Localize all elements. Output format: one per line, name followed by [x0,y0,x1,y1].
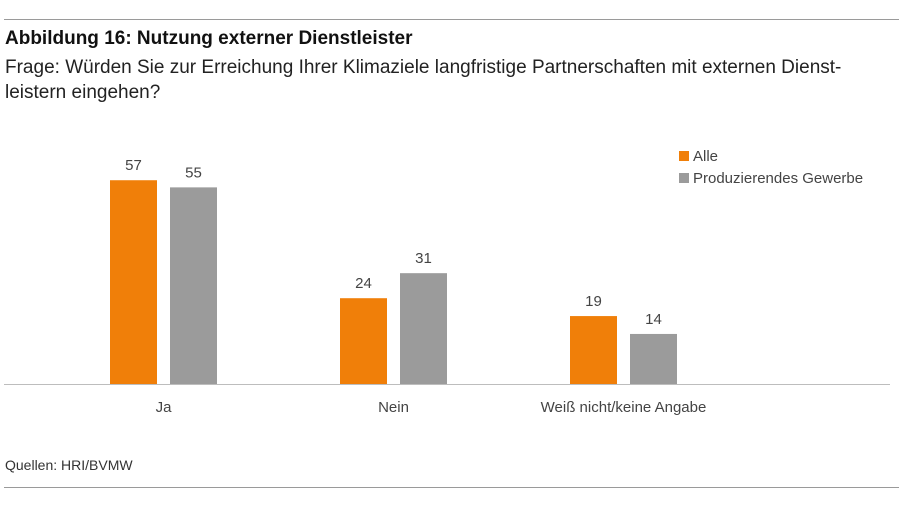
category-label: Ja [156,399,173,416]
data-label: 19 [585,293,602,310]
bar-alle-1 [340,298,387,384]
legend-item-alle: Alle [679,145,863,167]
top-rule [4,19,899,20]
legend-label-gewerbe: Produzierendes Gewerbe [693,169,864,187]
category-label: Nein [378,399,409,416]
bar-chart: 57 55 Ja 24 31 Nein 19 14 Weiß nicht/keine Angab… [4,157,890,416]
legend-swatch-gewerbe [679,173,689,183]
legend: Alle Produzierendes Gewerbe [679,145,863,189]
category-label: Weiß nicht/keine Angabe [541,399,707,416]
bar-alle-0 [110,180,157,384]
data-label: 31 [415,250,432,267]
bar-gewerbe-1 [400,273,447,384]
data-label: 57 [125,157,142,174]
legend-swatch-alle [679,151,689,161]
chart-subtitle: Frage: Würden Sie zur Erreichung Ihrer K… [5,57,842,103]
source-note: Quellen: HRI/BVMW [5,457,133,473]
legend-item-gewerbe: Produzierendes Gewerbe [679,167,863,189]
legend-label-alle: Alle [693,147,719,165]
data-label: 14 [645,311,662,328]
data-label: 55 [185,164,202,181]
bar-gewerbe-2 [630,333,677,384]
chart-title: Abbildung 16: Nutzung externer Dienstlei… [5,28,413,49]
bar-alle-2 [570,316,617,384]
bottom-rule [4,487,899,488]
data-label: 24 [355,275,372,292]
bar-gewerbe-0 [170,187,217,384]
